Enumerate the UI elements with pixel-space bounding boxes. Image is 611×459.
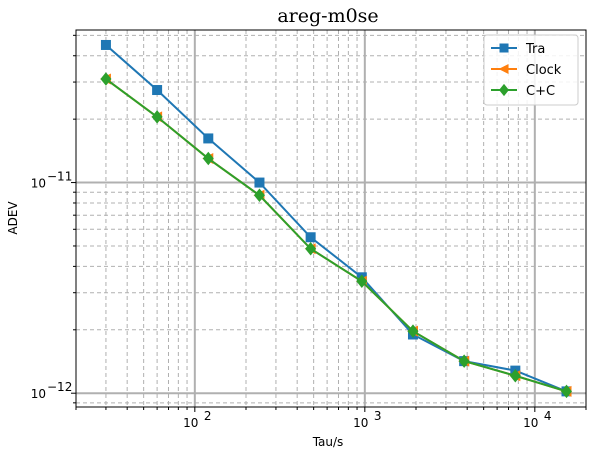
data-point: [100, 72, 112, 86]
data-point: [305, 232, 316, 243]
data-point: [152, 85, 163, 96]
series-line: [105, 44, 567, 393]
legend-item: C+C: [491, 83, 555, 99]
data-point: [151, 110, 163, 124]
data-point: [305, 242, 317, 256]
y-tick-exponent: −11: [47, 170, 72, 184]
x-tick-label: 10: [183, 416, 198, 430]
legend-label: Tra: [525, 42, 545, 57]
series-clock: [99, 73, 572, 397]
x-tick-exponent: 2: [204, 409, 212, 423]
plot-frame: [75, 29, 587, 408]
data-point: [561, 384, 573, 399]
legend-marker: [499, 83, 509, 97]
x-tick-label: 10: [353, 416, 368, 430]
x-tick-exponent: 4: [544, 409, 552, 423]
legend-item: Tra: [491, 42, 545, 57]
data-point: [202, 151, 214, 166]
legend-item: Clock: [491, 63, 562, 78]
data-point: [253, 188, 265, 203]
y-tick-exponent: −12: [47, 380, 72, 394]
legend-label: C+C: [526, 84, 555, 99]
data-point: [509, 369, 521, 383]
chart-title: areg-m0se: [277, 5, 378, 27]
legend-marker: [498, 64, 509, 74]
y-tick-label: 10: [31, 177, 46, 191]
x-axis-label: Tau/s: [312, 435, 344, 449]
data-point: [407, 324, 419, 338]
y-tick-label: 10: [31, 387, 46, 401]
data-point: [254, 177, 265, 188]
legend: Tra Clock C+C: [483, 34, 579, 106]
x-tick-exponent: 3: [374, 409, 382, 423]
data-point: [100, 39, 111, 50]
data-point: [356, 274, 368, 289]
legend-label: Clock: [526, 63, 562, 78]
x-tick-label: 10: [523, 416, 538, 430]
series-line: [105, 78, 567, 393]
series-c-c: [100, 72, 573, 399]
data-point: [458, 354, 470, 368]
data-point: [203, 133, 214, 144]
legend-marker: [499, 43, 509, 53]
y-axis-label: ADEV: [6, 201, 20, 235]
series-layer: [99, 39, 573, 399]
